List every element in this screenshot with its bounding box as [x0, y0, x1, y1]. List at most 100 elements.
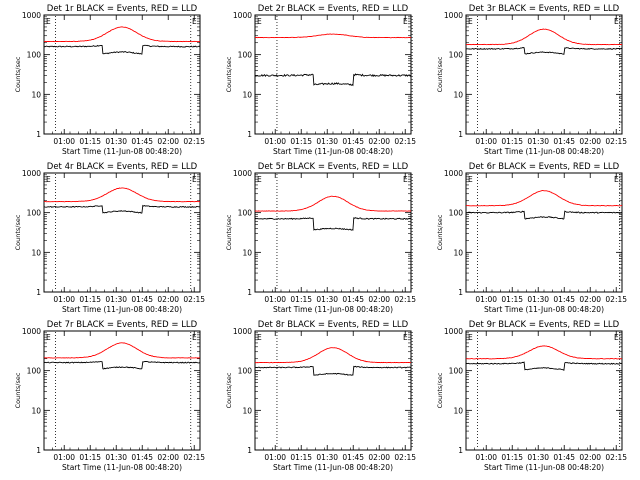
plot-frame	[254, 14, 412, 135]
x-tick-label: 02:15	[183, 295, 205, 304]
x-tick-label: 01:15	[501, 137, 523, 146]
x-tick-label: 01:30	[527, 295, 549, 304]
x-tick-label: 01:15	[290, 137, 312, 146]
x-tick-label: 01:00	[264, 453, 286, 462]
plot-frame	[43, 14, 201, 135]
lld-series-line	[43, 26, 201, 43]
x-tick-label: 02:00	[157, 453, 179, 462]
events-series-line	[254, 217, 412, 231]
corner-marker: E	[257, 175, 262, 184]
x-tick-label: 01:30	[316, 453, 338, 462]
y-tick-label: 1	[247, 130, 252, 139]
x-tick-label: 01:00	[53, 295, 75, 304]
y-tick-label: 1000	[22, 169, 41, 178]
y-tick-label: 1	[247, 288, 252, 297]
y-axis-label: Counts/sec	[225, 214, 233, 250]
x-tick-label: 02:15	[605, 453, 627, 462]
x-tick-label: 02:15	[394, 137, 416, 146]
events-series-line	[465, 361, 623, 371]
panel-title: Det 2r BLACK = Events, RED = LLD	[258, 4, 409, 14]
x-axis-label: Start Time (11-Jun-08 00:48:20)	[273, 463, 393, 472]
chart-panel: Det 2r BLACK = Events, RED = LLD 1 10 100 10…	[225, 4, 416, 156]
x-tick-label: 01:30	[527, 453, 549, 462]
y-tick-label: 100	[27, 367, 42, 376]
y-tick-label: 10	[453, 248, 463, 257]
corner-marker: E	[468, 175, 473, 184]
x-tick-label: 02:00	[579, 137, 601, 146]
events-series-line	[465, 47, 623, 55]
panel-title: Det 7r BLACK = Events, RED = LLD	[47, 320, 198, 330]
plot-frame	[465, 14, 623, 135]
corner-marker: E	[257, 333, 262, 342]
y-tick-label: 1000	[233, 11, 252, 20]
x-tick-label: 02:00	[368, 295, 390, 304]
corner-marker: E	[192, 175, 197, 184]
panel-title: Det 3r BLACK = Events, RED = LLD	[469, 4, 620, 14]
x-tick-label: 01:00	[53, 453, 75, 462]
x-tick-label: 02:15	[605, 137, 627, 146]
x-tick-label: 01:15	[501, 453, 523, 462]
x-tick-label: 02:00	[157, 137, 179, 146]
lld-series-line	[254, 347, 412, 364]
x-tick-label: 02:00	[579, 295, 601, 304]
events-series-line	[43, 44, 201, 55]
events-series-line	[254, 73, 412, 87]
x-tick-label: 01:45	[131, 137, 153, 146]
y-axis-label: Counts/sec	[436, 56, 444, 92]
events-series-line	[465, 210, 623, 220]
x-tick-label: 01:00	[475, 137, 497, 146]
x-tick-label: 01:30	[105, 295, 127, 304]
x-tick-label: 01:15	[79, 453, 101, 462]
x-tick-label: 01:30	[105, 453, 127, 462]
x-tick-label: 02:15	[605, 295, 627, 304]
panel-title: Det 9r BLACK = Events, RED = LLD	[469, 320, 620, 330]
panel-title: Det 5r BLACK = Events, RED = LLD	[258, 162, 409, 172]
corner-marker: E	[614, 175, 619, 184]
corner-marker: E	[403, 175, 408, 184]
y-tick-label: 1	[247, 446, 252, 455]
chart-panel: Det 6r BLACK = Events, RED = LLD 1 10 100 10…	[436, 162, 627, 314]
events-series-line	[43, 361, 201, 370]
lld-series-line	[44, 342, 201, 359]
x-axis-label: Start Time (11-Jun-08 00:48:20)	[273, 305, 393, 314]
chart-panel: Det 7r BLACK = Events, RED = LLD 1 10 100 10…	[14, 320, 205, 472]
x-tick-label: 01:45	[553, 295, 575, 304]
x-tick-label: 02:00	[157, 295, 179, 304]
lld-series-line	[466, 28, 623, 46]
plot-frame	[254, 172, 412, 293]
x-axis-label: Start Time (11-Jun-08 00:48:20)	[484, 463, 604, 472]
y-axis-label: Counts/sec	[14, 56, 22, 92]
y-axis-label: Counts/sec	[14, 372, 22, 408]
chart-panel: Det 4r BLACK = Events, RED = LLD 1 10 100 10…	[14, 162, 205, 314]
corner-marker: E	[46, 333, 51, 342]
lld-series-line	[254, 33, 412, 39]
y-tick-label: 10	[31, 90, 41, 99]
y-tick-label: 1	[36, 130, 41, 139]
x-tick-label: 02:00	[579, 453, 601, 462]
x-tick-label: 02:00	[368, 137, 390, 146]
x-tick-label: 01:45	[342, 453, 364, 462]
corner-marker: E	[468, 333, 473, 342]
y-axis-label: Counts/sec	[436, 372, 444, 408]
y-tick-label: 100	[449, 51, 464, 60]
panel-title: Det 4r BLACK = Events, RED = LLD	[47, 162, 198, 172]
y-tick-label: 1	[458, 446, 463, 455]
panel-title: Det 8r BLACK = Events, RED = LLD	[258, 320, 409, 330]
corner-marker: E	[46, 17, 51, 26]
x-tick-label: 01:15	[79, 137, 101, 146]
x-tick-label: 02:15	[394, 453, 416, 462]
corner-marker: E	[614, 333, 619, 342]
y-tick-label: 1	[36, 288, 41, 297]
plot-frame	[465, 330, 623, 451]
y-tick-label: 10	[242, 248, 252, 257]
x-tick-label: 02:15	[394, 295, 416, 304]
y-axis-label: Counts/sec	[225, 372, 233, 408]
corner-marker: E	[257, 17, 262, 26]
y-tick-label: 10	[453, 406, 463, 415]
y-tick-label: 10	[31, 406, 41, 415]
corner-marker: E	[192, 17, 197, 26]
y-tick-label: 1000	[444, 169, 463, 178]
x-tick-label: 02:15	[183, 453, 205, 462]
y-tick-label: 1000	[22, 327, 41, 336]
